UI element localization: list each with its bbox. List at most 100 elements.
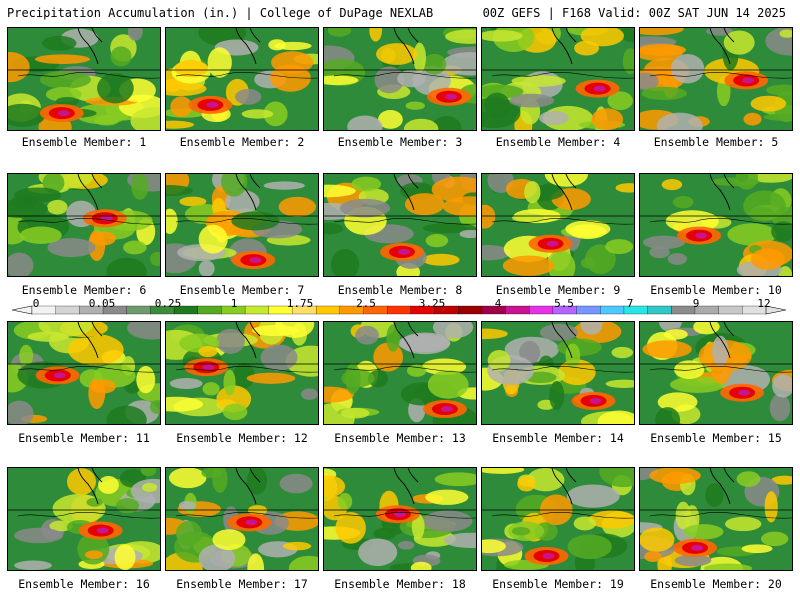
ensemble-map-panel xyxy=(7,173,161,277)
coastline-path xyxy=(709,28,735,65)
coastline-path xyxy=(77,174,103,211)
precip-core xyxy=(691,544,704,551)
precip-blob xyxy=(735,174,758,190)
precip-blob xyxy=(482,328,508,340)
precip-blob xyxy=(517,476,536,492)
precip-blob xyxy=(406,364,427,377)
precip-blob xyxy=(136,365,156,394)
precip-blob xyxy=(324,75,359,86)
precip-blob xyxy=(397,334,451,353)
precip-field-map xyxy=(324,28,476,130)
precip-blob xyxy=(413,42,427,73)
precip-blob xyxy=(324,222,344,235)
colorbar-tick-label: 0.25 xyxy=(154,297,182,310)
precip-core xyxy=(440,406,453,413)
colorbar-tick-label: 3.25 xyxy=(418,297,446,310)
precip-blob xyxy=(260,344,298,371)
precip-blob xyxy=(410,561,432,570)
precip-blob xyxy=(268,39,286,51)
ensemble-member-label: Ensemble Member: 4 xyxy=(495,135,621,149)
precip-blob xyxy=(509,93,555,108)
precip-core xyxy=(542,553,555,560)
ensemble-member-label: Ensemble Member: 6 xyxy=(21,283,147,297)
coastline-path xyxy=(649,366,792,373)
precip-blob xyxy=(512,213,544,223)
colorbar-swatch xyxy=(126,305,151,315)
coastline-path xyxy=(551,322,577,359)
precip-blob xyxy=(558,359,596,386)
precip-blob xyxy=(198,260,215,276)
precip-blob xyxy=(222,403,248,421)
colorbar-swatch xyxy=(55,305,80,315)
precip-blob xyxy=(482,245,511,261)
coastline-path xyxy=(175,366,318,373)
precip-blob xyxy=(778,266,792,276)
precip-blob xyxy=(670,53,705,84)
coastline-path xyxy=(393,28,419,65)
precip-blob xyxy=(324,475,346,498)
precip-blob xyxy=(482,539,506,554)
precip-blob xyxy=(588,510,634,529)
precip-blob xyxy=(223,369,236,396)
precip-blob xyxy=(502,255,555,276)
precip-blob xyxy=(747,174,792,183)
precip-blob xyxy=(422,222,476,234)
precip-core xyxy=(206,101,219,108)
precip-blob xyxy=(482,204,496,229)
colorbar-tick-label: 12 xyxy=(757,297,771,310)
precip-blob xyxy=(374,66,405,94)
precip-blob xyxy=(278,196,317,217)
colorbar-tick-label: 0.05 xyxy=(88,297,116,310)
ensemble-map-panel xyxy=(323,321,477,425)
precip-field-map xyxy=(482,322,634,424)
precip-blob xyxy=(140,468,157,477)
precip-blob xyxy=(8,400,34,424)
precip-blob xyxy=(703,563,753,570)
precip-blob xyxy=(482,97,521,129)
precip-blob xyxy=(649,468,701,485)
ensemble-member-label: Ensemble Member: 1 xyxy=(21,135,147,149)
precip-blob xyxy=(482,468,525,474)
precip-blob xyxy=(221,174,248,197)
precip-blob xyxy=(750,95,787,112)
precip-blob xyxy=(511,75,566,87)
coastline-path xyxy=(333,72,476,79)
colorbar-swatch xyxy=(671,305,696,315)
precip-blob xyxy=(397,69,426,88)
precip-blob xyxy=(569,224,607,240)
precip-blob xyxy=(667,253,688,265)
precip-blob xyxy=(116,498,140,514)
precip-blob xyxy=(763,112,792,122)
precip-blob xyxy=(202,382,220,396)
precip-core xyxy=(57,110,70,117)
precip-blob xyxy=(47,238,96,258)
precip-blob xyxy=(131,174,149,200)
coastline-path xyxy=(551,468,577,505)
coastline-path xyxy=(649,218,792,225)
ensemble-member-label: Ensemble Member: 15 xyxy=(650,431,782,445)
precip-blob xyxy=(549,381,565,411)
coastline-path xyxy=(333,218,476,225)
precip-blob xyxy=(640,72,659,91)
precip-blob xyxy=(656,112,703,130)
colorbar-tick-label: 7 xyxy=(626,297,634,310)
coastline-path xyxy=(649,72,792,79)
precip-blob xyxy=(263,101,288,127)
precip-blob xyxy=(511,526,531,536)
ensemble-map-panel xyxy=(7,27,161,131)
precip-blob xyxy=(340,407,370,419)
coastline-path xyxy=(17,72,160,79)
precip-blob xyxy=(178,500,196,511)
precip-blob xyxy=(19,226,62,244)
precip-blob xyxy=(445,29,476,44)
precip-blob xyxy=(597,410,634,424)
precip-blob xyxy=(14,187,62,203)
ensemble-map-panel xyxy=(165,173,319,277)
precip-blob xyxy=(198,224,228,254)
precip-blob xyxy=(42,35,77,51)
coastline-path xyxy=(175,512,318,519)
ensemble-member-label: Ensemble Member: 18 xyxy=(334,577,466,591)
precip-blob xyxy=(657,392,698,412)
precip-core xyxy=(202,364,215,371)
precip-blob xyxy=(760,531,789,547)
